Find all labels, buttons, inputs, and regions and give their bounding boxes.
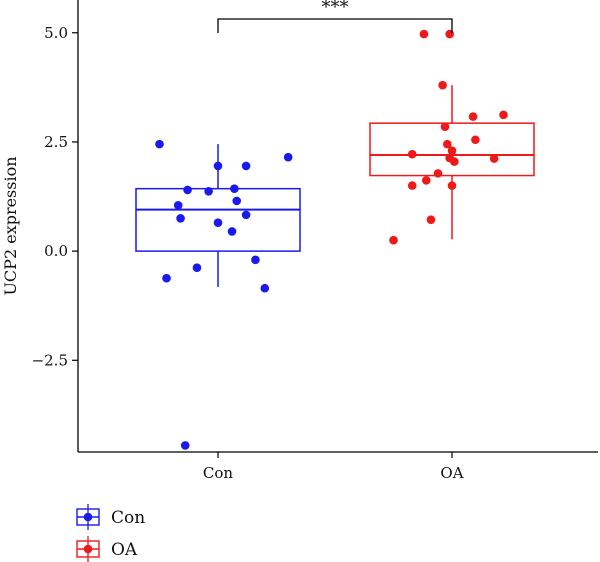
data-point — [433, 169, 443, 178]
y-tick-label: −2.5 — [32, 351, 68, 369]
data-point — [176, 214, 185, 223]
data-point — [213, 218, 223, 228]
data-point — [440, 122, 450, 131]
data-point — [419, 29, 429, 39]
data-point — [489, 154, 499, 163]
data-point — [421, 176, 431, 185]
data-point — [447, 146, 457, 155]
data-point — [204, 186, 213, 196]
data-point — [180, 441, 190, 450]
x-tick-label: OA — [440, 464, 463, 482]
data-point — [283, 152, 293, 162]
data-point — [232, 196, 242, 206]
y-tick-label: 2.5 — [44, 133, 68, 151]
box-iqr — [369, 122, 535, 177]
data-point — [183, 185, 192, 195]
y-axis-title: UCP2 expression — [1, 156, 20, 295]
bracket-line — [217, 18, 453, 33]
significance-label: *** — [322, 0, 349, 18]
data-point — [162, 273, 171, 283]
legend: Con OA — [76, 504, 145, 562]
data-point — [407, 181, 417, 190]
legend-point-swatch — [83, 512, 93, 522]
data-point — [468, 112, 478, 121]
data-point — [447, 181, 457, 190]
data-point — [230, 184, 239, 193]
data-point — [438, 80, 447, 90]
y-tick-label: 5.0 — [44, 24, 68, 42]
data-point — [251, 255, 260, 265]
x-tick-label: Con — [203, 464, 234, 482]
data-point — [227, 227, 237, 236]
legend-item-oa: OA — [76, 536, 138, 562]
data-point — [241, 161, 251, 171]
axes: −2.5 0.0 2.5 5.0 Con OA UCP2 expression — [1, 0, 598, 482]
legend-label: Con — [111, 508, 145, 528]
data-point — [173, 200, 183, 210]
y-tick-label: 0.0 — [44, 242, 68, 260]
legend-label: OA — [111, 540, 138, 560]
data-point — [499, 110, 508, 120]
significance-bracket: *** — [217, 0, 453, 33]
data-point — [389, 235, 398, 245]
box-iqr — [135, 187, 301, 252]
data-point — [155, 139, 164, 149]
data-point — [213, 161, 223, 171]
data-point — [260, 283, 270, 293]
legend-point-swatch — [83, 544, 93, 554]
data-point — [241, 210, 251, 220]
legend-item-con: Con — [76, 504, 145, 530]
points-group — [155, 29, 508, 450]
data-point — [192, 263, 202, 273]
data-point — [443, 139, 452, 149]
box-group — [135, 85, 535, 287]
data-point — [445, 29, 454, 39]
data-point — [426, 215, 436, 224]
data-point — [450, 157, 459, 166]
data-point — [407, 149, 417, 159]
data-point — [471, 135, 480, 145]
box-oa — [369, 85, 535, 240]
